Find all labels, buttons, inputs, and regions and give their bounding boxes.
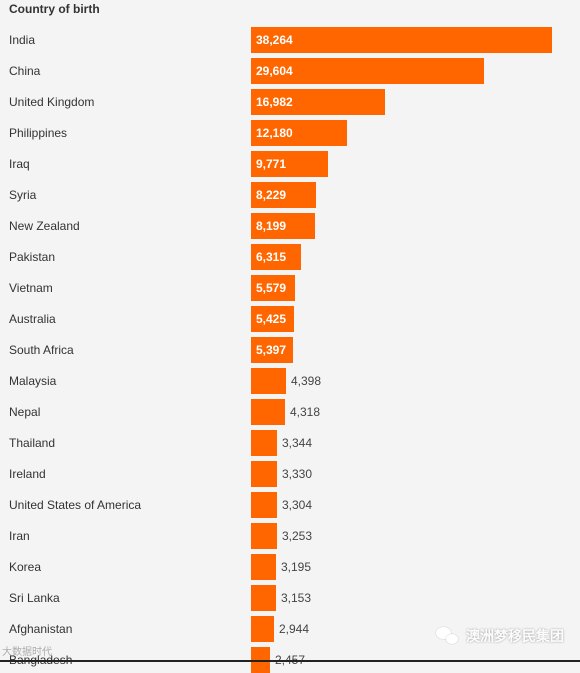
- bar-row: Nepal 4,318: [0, 399, 580, 425]
- bar: [251, 182, 316, 208]
- bar-row: Korea 3,195: [0, 554, 580, 580]
- watermark-left: 大数据时代: [2, 647, 52, 658]
- bar: [251, 120, 347, 146]
- bottom-divider: [0, 660, 580, 662]
- bar: [251, 58, 484, 84]
- category-label: India: [9, 33, 36, 47]
- category-label: Iran: [9, 529, 30, 543]
- bar: [251, 89, 385, 115]
- category-label: Thailand: [9, 436, 56, 450]
- bar: [251, 368, 286, 394]
- bar-row: Australia 5,425: [0, 306, 580, 332]
- category-label: Syria: [9, 188, 37, 202]
- value-label: 3,304: [282, 498, 313, 512]
- bar: [251, 306, 294, 332]
- bar-row: Thailand 3,344: [0, 430, 580, 456]
- value-label: 3,195: [281, 560, 312, 574]
- watermark-right-text: 澳洲梦移民集团: [466, 628, 564, 644]
- bar-row: New Zealand 8,199: [0, 213, 580, 239]
- bar: [251, 27, 552, 53]
- category-label: South Africa: [9, 343, 74, 357]
- category-label: Iraq: [9, 157, 30, 171]
- category-label: Afghanistan: [9, 622, 73, 636]
- bar-row: South Africa 5,397: [0, 337, 580, 363]
- value-label: 3,253: [282, 529, 313, 543]
- bar: [251, 616, 274, 642]
- value-label: 12,180: [256, 126, 293, 140]
- bar: [251, 523, 277, 549]
- bar: [251, 554, 276, 580]
- bar-row: Afghanistan 2,944: [0, 616, 580, 642]
- category-label: Korea: [9, 560, 42, 574]
- bar: [251, 337, 293, 363]
- bar-row: Iraq 9,771: [0, 151, 580, 177]
- category-label: United Kingdom: [9, 95, 95, 109]
- bar: [251, 275, 295, 301]
- bar: [251, 585, 276, 611]
- bar: [251, 492, 277, 518]
- wechat-icon: [436, 627, 460, 645]
- bar-row: Vietnam 5,579: [0, 275, 580, 301]
- category-label: United States of America: [9, 498, 142, 512]
- bar-row: China 29,604: [0, 58, 580, 84]
- category-label: Pakistan: [9, 250, 56, 264]
- value-label: 4,318: [290, 405, 321, 419]
- value-label: 6,315: [256, 250, 287, 264]
- value-label: 3,344: [282, 436, 313, 450]
- value-label: 38,264: [256, 33, 293, 47]
- bar-row: India 38,264: [0, 27, 580, 53]
- chart-title: Country of birth: [9, 2, 100, 16]
- bar: [251, 461, 277, 487]
- category-label: Vietnam: [9, 281, 53, 295]
- bar-row: Ireland 3,330: [0, 461, 580, 487]
- category-label: Malaysia: [9, 374, 57, 388]
- bar-row: Syria 8,229: [0, 182, 580, 208]
- watermark-right: 澳洲梦移民集团: [436, 626, 564, 646]
- bar: [251, 399, 285, 425]
- category-label: Sri Lanka: [9, 591, 60, 605]
- category-label: Philippines: [9, 126, 68, 140]
- category-label: Ireland: [9, 467, 46, 481]
- bar-row: Philippines 12,180: [0, 120, 580, 146]
- bar: [251, 151, 328, 177]
- value-label: 29,604: [256, 64, 293, 78]
- value-label: 4,398: [291, 374, 322, 388]
- value-label: 3,153: [281, 591, 312, 605]
- bar: [251, 430, 277, 456]
- category-label: New Zealand: [9, 219, 80, 233]
- value-label: 16,982: [256, 95, 293, 109]
- bar: [251, 213, 315, 239]
- bar-row: Malaysia 4,398: [0, 368, 580, 394]
- value-label: 5,579: [256, 281, 287, 295]
- bar-row: United Kingdom 16,982: [0, 89, 580, 115]
- value-label: 3,330: [282, 467, 313, 481]
- bar-row: Pakistan 6,315: [0, 244, 580, 270]
- bar-row: Sri Lanka 3,153: [0, 585, 580, 611]
- value-label: 5,425: [256, 312, 287, 326]
- bar-row: United States of America 3,304: [0, 492, 580, 518]
- category-label: Nepal: [9, 405, 41, 419]
- value-label: 8,229: [256, 188, 287, 202]
- category-label: China: [9, 64, 41, 78]
- value-label: 5,397: [256, 343, 287, 357]
- value-label: 8,199: [256, 219, 287, 233]
- value-label: 2,944: [279, 622, 310, 636]
- category-label: Australia: [9, 312, 56, 326]
- value-label: 9,771: [256, 157, 287, 171]
- bar: [251, 244, 301, 270]
- bar-row: Iran 3,253: [0, 523, 580, 549]
